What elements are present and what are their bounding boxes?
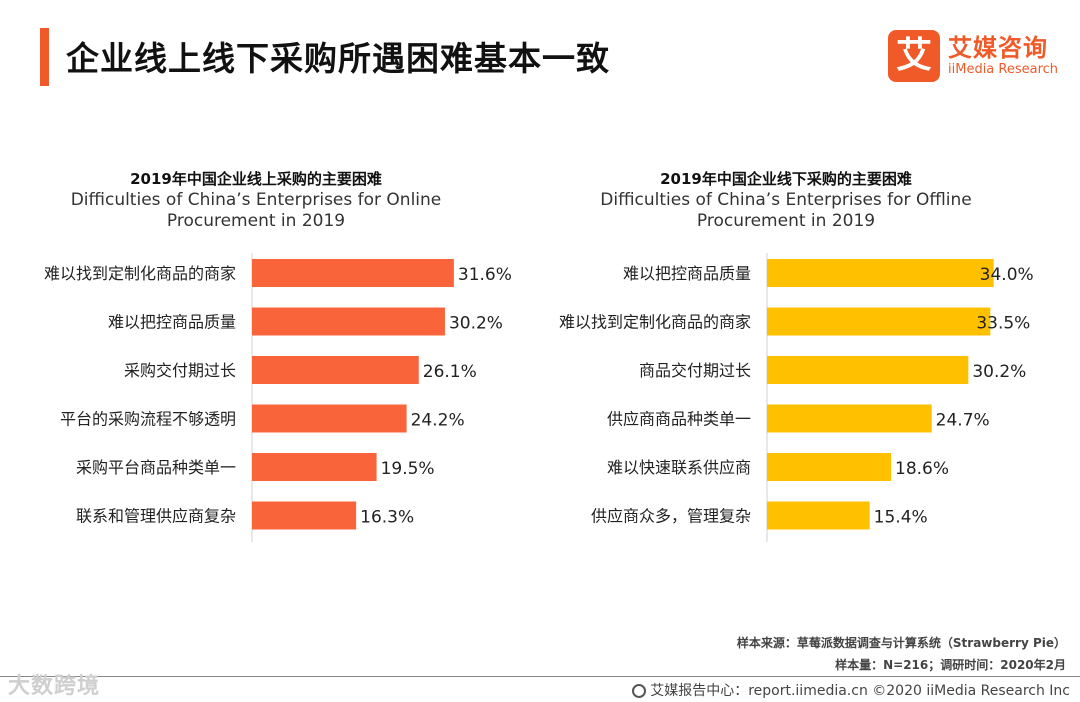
chart-offline-bar-0 xyxy=(767,259,994,287)
footer: 艾媒报告中心：report.iimedia.cn ©2020 iiMedia R… xyxy=(632,680,1070,700)
chart-offline-category-5: 供应商众多，管理复杂 xyxy=(591,507,751,526)
chart-offline-value-label-3: 24.7% xyxy=(936,411,990,431)
source-line-1: 样本来源：草莓派数据调查与计算系统（Strawberry Pie） xyxy=(736,636,1066,650)
chart-online-bar-2 xyxy=(252,356,419,384)
chart-offline-bar-3 xyxy=(767,404,932,433)
chart-offline-value-label-1: 33.5% xyxy=(976,314,1030,334)
chart-offline-title-block: 2019年中国企业线下采购的主要困难 Difficulties of China… xyxy=(576,168,996,232)
logo-en: iiMedia Research xyxy=(948,62,1059,77)
chart-online-bar-0 xyxy=(252,259,454,287)
chart-online-bar-4 xyxy=(252,453,377,481)
chart-online-subtitle-2: Procurement in 2019 xyxy=(166,211,346,231)
chart-offline-subtitle-2: Procurement in 2019 xyxy=(696,211,876,231)
chart-online-subtitle-1: Difficulties of China’s Enterprises for … xyxy=(70,190,442,210)
source-line-2: 样本量：N=216；调研时间：2020年2月 xyxy=(835,658,1066,672)
chart-online-bar-3 xyxy=(252,404,407,433)
chart-offline-value-label-5: 15.4% xyxy=(874,508,928,528)
chart-online-category-3: 平台的采购流程不够透明 xyxy=(60,410,236,429)
watermark: 大数跨境 xyxy=(8,674,101,699)
chart-offline-bar-5 xyxy=(767,501,870,530)
chart-offline-subtitle-1: Difficulties of China’s Enterprises for … xyxy=(600,190,972,210)
chart-offline-category-0: 难以把控商品质量 xyxy=(623,264,751,283)
chart-offline-value-label-0: 34.0% xyxy=(980,265,1034,285)
title-accent-bar xyxy=(40,28,49,86)
chart-online-value-label-1: 30.2% xyxy=(449,314,503,334)
chart-online-category-2: 采购交付期过长 xyxy=(124,361,236,380)
chart-offline-category-2: 商品交付期过长 xyxy=(639,361,751,380)
chart-offline-category-1: 难以找到定制化商品的商家 xyxy=(559,313,751,332)
chart-offline-value-label-2: 30.2% xyxy=(972,362,1026,382)
logo-mark: 艾 xyxy=(888,30,940,82)
chart-offline-category-3: 供应商商品种类单一 xyxy=(607,410,751,429)
chart-online-value-label-0: 31.6% xyxy=(458,265,512,285)
logo-cn: 艾媒咨询 xyxy=(948,34,1048,62)
chart-offline-value-label-4: 18.6% xyxy=(895,459,949,479)
chart-offline-bar-4 xyxy=(767,453,891,481)
chart-offline-title: 2019年中国企业线下采购的主要困难 xyxy=(660,170,912,188)
chart-online-bar-5 xyxy=(252,501,357,530)
chart-online-title-block: 2019年中国企业线上采购的主要困难 Difficulties of China… xyxy=(46,168,466,232)
chart-online-value-label-3: 24.2% xyxy=(411,411,465,431)
chart-online-title: 2019年中国企业线上采购的主要困难 xyxy=(130,170,382,188)
chart-online-category-4: 采购平台商品种类单一 xyxy=(76,458,236,477)
chart-online-category-0: 难以找到定制化商品的商家 xyxy=(44,264,236,283)
globe-icon xyxy=(632,684,647,698)
chart-offline-bar-1 xyxy=(767,307,991,336)
chart-offline-bar-2 xyxy=(767,356,969,384)
chart-online-bar-1 xyxy=(252,307,445,336)
chart-online-value-label-2: 26.1% xyxy=(423,362,477,382)
chart-offline-category-4: 难以快速联系供应商 xyxy=(607,458,751,477)
page-title: 企业线上线下采购所遇困难基本一致 xyxy=(66,39,610,78)
chart-online-value-label-5: 16.3% xyxy=(360,508,414,528)
chart-online-category-5: 联系和管理供应商复杂 xyxy=(76,507,236,526)
chart-online-value-label-4: 19.5% xyxy=(381,459,435,479)
footer-divider xyxy=(0,676,1080,677)
footer-text: 艾媒报告中心：report.iimedia.cn ©2020 iiMedia R… xyxy=(650,683,1070,699)
chart-online-category-1: 难以把控商品质量 xyxy=(108,313,236,332)
iimedia-logo: 艾 艾媒咨询 iiMedia Research xyxy=(888,28,1068,86)
